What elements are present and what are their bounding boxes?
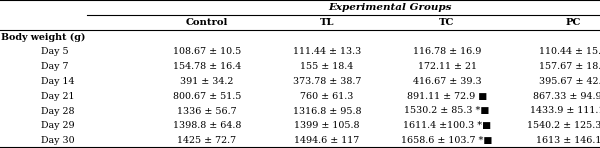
Text: 1399 ± 105.8: 1399 ± 105.8 — [294, 121, 360, 130]
Text: Control: Control — [186, 18, 228, 27]
Text: PC: PC — [565, 18, 581, 27]
Text: 373.78 ± 38.7: 373.78 ± 38.7 — [293, 77, 361, 86]
Text: 155 ± 18.4: 155 ± 18.4 — [301, 62, 353, 71]
Text: 116.78 ± 16.9: 116.78 ± 16.9 — [413, 47, 481, 56]
Text: Day 5: Day 5 — [41, 47, 68, 56]
Text: 1316.8 ± 95.8: 1316.8 ± 95.8 — [293, 107, 361, 115]
Text: 867.33 ± 94.9 ■: 867.33 ± 94.9 ■ — [533, 92, 600, 101]
Text: 1658.6 ± 103.7 *■: 1658.6 ± 103.7 *■ — [401, 136, 493, 145]
Text: 391 ± 34.2: 391 ± 34.2 — [181, 77, 233, 86]
Text: 1433.9 ± 111.1 ■: 1433.9 ± 111.1 ■ — [530, 107, 600, 115]
Text: 1425 ± 72.7: 1425 ± 72.7 — [178, 136, 236, 145]
Text: 1398.8 ± 64.8: 1398.8 ± 64.8 — [173, 121, 241, 130]
Text: 800.67 ± 51.5: 800.67 ± 51.5 — [173, 92, 241, 101]
Text: 108.67 ± 10.5: 108.67 ± 10.5 — [173, 47, 241, 56]
Text: TC: TC — [439, 18, 455, 27]
Text: 154.78 ± 16.4: 154.78 ± 16.4 — [173, 62, 241, 71]
Text: TL: TL — [320, 18, 334, 27]
Text: Day 29: Day 29 — [41, 121, 74, 130]
Text: 157.67 ± 18.7: 157.67 ± 18.7 — [539, 62, 600, 71]
Text: 111.44 ± 13.3: 111.44 ± 13.3 — [293, 47, 361, 56]
Text: 1336 ± 56.7: 1336 ± 56.7 — [177, 107, 237, 115]
Text: 416.67 ± 39.3: 416.67 ± 39.3 — [413, 77, 481, 86]
Text: 1494.6 ± 117: 1494.6 ± 117 — [295, 136, 359, 145]
Text: Body weight (g): Body weight (g) — [1, 32, 86, 42]
Text: 891.11 ± 72.9 ■: 891.11 ± 72.9 ■ — [407, 92, 487, 101]
Text: 1530.2 ± 85.3 *■: 1530.2 ± 85.3 *■ — [404, 107, 490, 115]
Text: 1540.2 ± 125.3 *■: 1540.2 ± 125.3 *■ — [527, 121, 600, 130]
Text: 1611.4 ±100.3 *■: 1611.4 ±100.3 *■ — [403, 121, 491, 130]
Text: 1613 ± 146.1 *: 1613 ± 146.1 * — [536, 136, 600, 145]
Text: Day 28: Day 28 — [41, 107, 74, 115]
Text: 172.11 ± 21: 172.11 ± 21 — [418, 62, 476, 71]
Text: Experimental Groups: Experimental Groups — [328, 3, 452, 12]
Text: Day 7: Day 7 — [41, 62, 68, 71]
Text: Day 21: Day 21 — [41, 92, 74, 101]
Text: 395.67 ± 42.3: 395.67 ± 42.3 — [539, 77, 600, 86]
Text: 760 ± 61.3: 760 ± 61.3 — [301, 92, 353, 101]
Text: 110.44 ± 15.7: 110.44 ± 15.7 — [539, 47, 600, 56]
Text: Day 14: Day 14 — [41, 77, 74, 86]
Text: Day 30: Day 30 — [41, 136, 74, 145]
